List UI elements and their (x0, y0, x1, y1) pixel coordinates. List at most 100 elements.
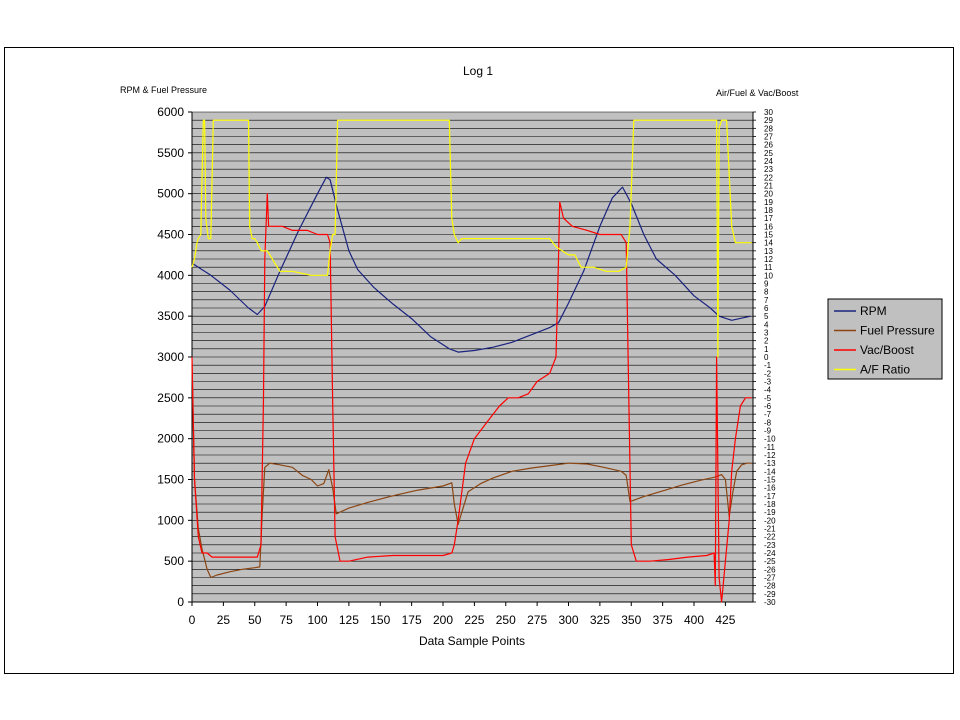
left-tick-label: 2500 (157, 391, 184, 405)
right-tick-label: 24 (764, 157, 773, 166)
tick-labels: 0500100015002000250030003500400045005000… (157, 105, 776, 627)
left-tick-label: 4500 (157, 228, 184, 242)
right-tick-label: -27 (764, 574, 776, 583)
x-tick-label: 125 (339, 613, 359, 627)
left-tick-label: 3500 (157, 309, 184, 323)
right-tick-label: -5 (764, 394, 772, 403)
series-line-rpm (191, 176, 751, 353)
right-tick-label: 9 (764, 280, 769, 289)
right-tick-label: 18 (764, 206, 773, 215)
right-tick-label: -26 (764, 565, 776, 574)
right-tick-label: 30 (764, 108, 773, 117)
right-tick-label: 19 (764, 198, 773, 207)
right-tick-label: 16 (764, 222, 773, 231)
right-tick-label: -2 (764, 369, 772, 378)
right-tick-label: -22 (764, 533, 776, 542)
x-tick-label: 275 (527, 613, 547, 627)
legend-label: RPM (860, 304, 887, 318)
x-tick-label: 325 (590, 613, 610, 627)
series-line-vac-boost (191, 193, 752, 603)
right-tick-label: 28 (764, 124, 773, 133)
x-tick-label: 75 (279, 613, 293, 627)
right-tick-label: 14 (764, 239, 773, 248)
right-tick-label: -16 (764, 484, 776, 493)
right-tick-label: -14 (764, 467, 776, 476)
left-tick-label: 500 (164, 554, 184, 568)
legend-box (827, 298, 943, 380)
x-axis-label: Data Sample Points (419, 634, 525, 648)
right-tick-label: 8 (764, 288, 769, 297)
x-tick-label: 200 (433, 613, 453, 627)
left-tick-label: 5500 (157, 146, 184, 160)
right-tick-label: 21 (764, 182, 773, 191)
left-tick-label: 1000 (157, 513, 184, 527)
right-tick-label: 1 (764, 345, 769, 354)
left-tick-label: 1500 (157, 473, 184, 487)
right-tick-label: 0 (764, 353, 769, 362)
left-tick-label: 2000 (157, 432, 184, 446)
right-tick-label: 29 (764, 116, 773, 125)
series-line-fuel-pressure (191, 365, 752, 579)
grid-lines (192, 111, 753, 603)
x-tick-label: 375 (653, 613, 673, 627)
left-tick-label: 0 (177, 595, 184, 609)
right-tick-label: 11 (764, 263, 773, 272)
x-tick-label: 100 (307, 613, 327, 627)
x-tick-label: 0 (189, 613, 196, 627)
right-tick-label: -15 (764, 476, 776, 485)
series-line-a-f-ratio (191, 119, 752, 358)
x-tick-label: 150 (370, 613, 390, 627)
chart-title: Log 1 (463, 64, 493, 78)
right-tick-label: 5 (764, 312, 769, 321)
right-tick-label: -20 (764, 516, 776, 525)
left-tick-label: 6000 (157, 105, 184, 119)
left-tick-label: 3000 (157, 350, 184, 364)
right-tick-label: 23 (764, 165, 773, 174)
right-tick-label: 2 (764, 337, 769, 346)
right-tick-label: 4 (764, 320, 769, 329)
right-tick-label: -6 (764, 402, 772, 411)
right-tick-label: -30 (764, 598, 776, 607)
right-tick-label: -3 (764, 378, 772, 387)
right-tick-label: -11 (764, 443, 776, 452)
right-tick-label: -24 (764, 549, 776, 558)
right-tick-label: 27 (764, 133, 773, 142)
right-tick-label: -28 (764, 582, 776, 591)
right-tick-label: -25 (764, 557, 776, 566)
right-tick-label: -21 (764, 525, 776, 534)
right-tick-label: 26 (764, 141, 773, 150)
left-axis-label: RPM & Fuel Pressure (120, 85, 207, 95)
right-tick-label: 13 (764, 247, 773, 256)
legend-label: A/F Ratio (860, 363, 910, 377)
right-axis-label: Air/Fuel & Vac/Boost (716, 88, 799, 98)
right-tick-label: -10 (764, 435, 776, 444)
right-tick-label: 10 (764, 271, 773, 280)
x-tick-label: 300 (558, 613, 578, 627)
x-tick-label: 50 (248, 613, 262, 627)
right-tick-label: -13 (764, 459, 776, 468)
right-tick-label: 25 (764, 149, 773, 158)
x-tick-label: 225 (464, 613, 484, 627)
legend-label: Vac/Boost (860, 343, 914, 357)
right-tick-label: -4 (764, 386, 772, 395)
left-tick-label: 4000 (157, 268, 184, 282)
right-tick-label: -19 (764, 508, 776, 517)
x-tick-label: 250 (496, 613, 516, 627)
right-tick-label: 7 (764, 296, 769, 305)
x-tick-label: 175 (402, 613, 422, 627)
x-tick-label: 25 (217, 613, 231, 627)
right-tick-label: -29 (764, 590, 776, 599)
right-tick-label: -1 (764, 361, 772, 370)
x-tick-label: 400 (684, 613, 704, 627)
right-tick-label: -12 (764, 451, 776, 460)
right-tick-label: 6 (764, 304, 769, 313)
right-tick-label: 22 (764, 173, 773, 182)
right-tick-label: 17 (764, 214, 773, 223)
right-tick-label: 12 (764, 255, 773, 264)
right-tick-label: 15 (764, 231, 773, 240)
series-lines (191, 119, 752, 603)
right-tick-label: 3 (764, 329, 769, 338)
right-tick-label: -9 (764, 427, 772, 436)
right-tick-label: -23 (764, 541, 776, 550)
